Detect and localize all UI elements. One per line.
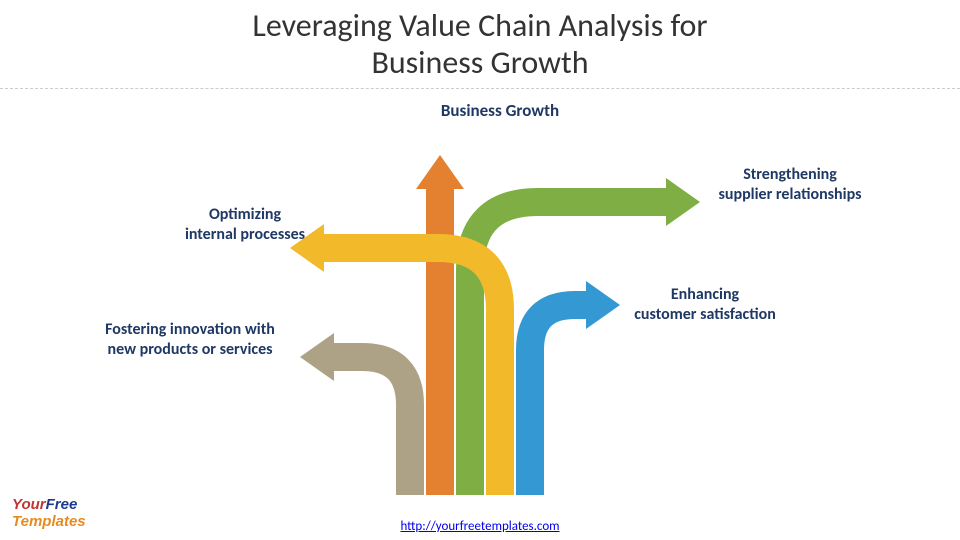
arrows-svg	[0, 95, 960, 495]
label-business-growth: Business Growth	[400, 100, 600, 121]
arrow-diagram: Business Growth Strengtheningsupplier re…	[0, 95, 960, 495]
label-internal-processes: Optimizinginternal processes	[145, 205, 345, 245]
logo-word-3: Templates	[12, 513, 86, 530]
label-innovation: Fostering innovation withnew products or…	[60, 320, 320, 360]
logo-word-2: Free	[46, 496, 78, 513]
label-supplier: Strengtheningsupplier relationships	[675, 165, 905, 205]
logo-word-1: Your	[12, 496, 46, 513]
page-title: Leveraging Value Chain Analysis forBusin…	[0, 0, 960, 82]
footer-link[interactable]: http://yourfreetemplates.com	[400, 519, 559, 534]
title-divider	[0, 88, 960, 89]
logo: YourFree Templates	[12, 496, 86, 530]
label-customer: Enhancingcustomer satisfaction	[595, 285, 815, 325]
